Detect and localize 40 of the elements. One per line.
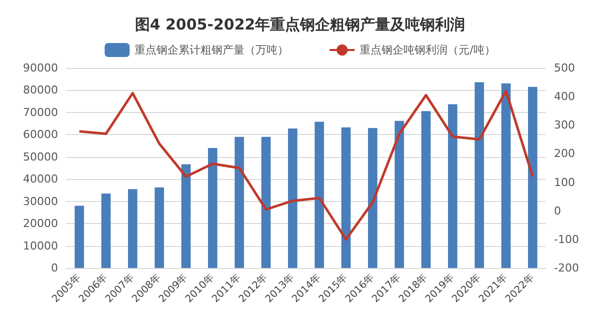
y2-tick-label: 100 <box>554 176 575 189</box>
y-tick-label: 0 <box>51 262 58 274</box>
bar <box>261 136 271 268</box>
y-tick-label: 20000 <box>23 217 58 230</box>
bar <box>394 120 404 268</box>
y2-tick-label: -100 <box>554 232 579 246</box>
y-tick-label: 50000 <box>23 150 58 164</box>
line-series <box>78 90 534 241</box>
y-tick-label: 70000 <box>23 106 58 119</box>
y-tick-label: 80000 <box>23 84 58 97</box>
y-tick-label: 40000 <box>23 172 58 186</box>
y-tick-label: 90000 <box>23 62 58 74</box>
bar <box>528 86 538 268</box>
bar <box>181 164 191 268</box>
y2-tick-label: 200 <box>554 147 575 160</box>
bar <box>101 194 111 268</box>
legend-label: 重点钢企累计粗钢产量（万吨） <box>134 44 289 56</box>
y-tick-label: 60000 <box>23 128 58 142</box>
bar <box>448 104 458 268</box>
bar <box>128 189 138 268</box>
bar <box>341 127 351 268</box>
bar <box>421 111 431 268</box>
chart-title: 图4 2005-2022年重点钢企粗钢产量及吨钢利润 <box>134 16 466 34</box>
legend-label: 重点钢企吨钢利润（元/吨） <box>360 44 496 56</box>
y2-tick-label: 500 <box>554 62 575 74</box>
y2-tick-label: 400 <box>554 90 575 104</box>
bar <box>234 136 244 268</box>
bar <box>314 122 324 268</box>
bar <box>74 206 84 268</box>
bar <box>501 83 511 268</box>
bar <box>154 187 164 268</box>
y2-tick-label: 0 <box>554 204 561 218</box>
y2-tick-label: -200 <box>554 262 579 274</box>
bar <box>288 128 298 268</box>
bar <box>208 148 218 268</box>
bar <box>474 82 484 268</box>
y-tick-label: 30000 <box>23 194 58 208</box>
y-tick-label: 10000 <box>23 239 58 252</box>
bar <box>368 128 378 268</box>
y2-tick-label: 300 <box>554 118 575 132</box>
